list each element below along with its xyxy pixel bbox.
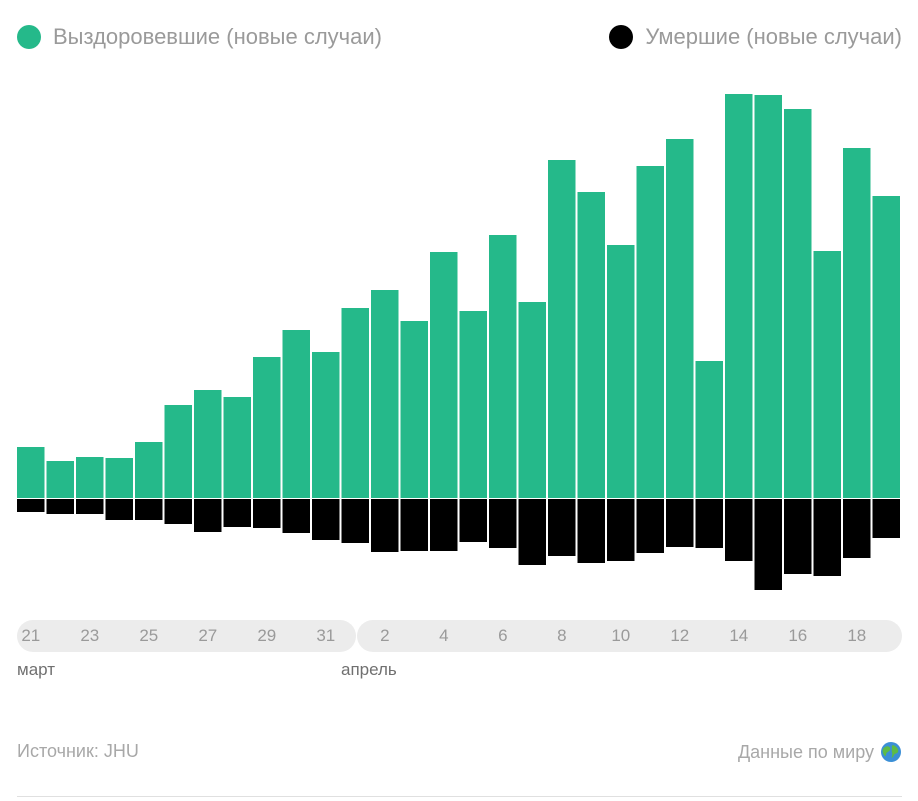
bar-recovered[interactable] <box>548 160 576 498</box>
bar-recovered[interactable] <box>813 251 842 498</box>
bar-recovered[interactable] <box>46 461 75 498</box>
world-data-link[interactable]: Данные по миру <box>738 741 902 763</box>
bar-recovered[interactable] <box>135 442 163 498</box>
bar-recovered[interactable] <box>872 196 901 498</box>
bar-chart <box>17 94 901 590</box>
bar-deaths[interactable] <box>430 499 458 551</box>
bar-deaths[interactable] <box>666 499 694 547</box>
bar-deaths[interactable] <box>607 499 635 561</box>
bar-deaths[interactable] <box>400 499 429 551</box>
x-tick-label: 31 <box>316 626 336 645</box>
bar-recovered[interactable] <box>666 139 694 498</box>
x-tick-label: 23 <box>80 626 100 645</box>
bar-recovered[interactable] <box>341 308 370 498</box>
bar-deaths[interactable] <box>194 499 222 532</box>
bar-deaths[interactable] <box>253 499 281 528</box>
x-tick-label: 29 <box>257 626 277 645</box>
bar-recovered[interactable] <box>400 321 429 498</box>
bar-deaths[interactable] <box>135 499 163 520</box>
x-axis-pill-april <box>357 620 902 652</box>
bar-deaths[interactable] <box>223 499 252 527</box>
x-tick-label: 6 <box>498 626 508 645</box>
bar-deaths[interactable] <box>371 499 399 552</box>
x-tick-label: 4 <box>439 626 449 645</box>
bar-deaths[interactable] <box>164 499 193 524</box>
bar-recovered[interactable] <box>76 457 104 498</box>
bar-deaths[interactable] <box>754 499 783 590</box>
bar-deaths[interactable] <box>17 499 45 512</box>
bar-recovered[interactable] <box>105 458 134 498</box>
source-label: Источник: JHU <box>17 741 139 761</box>
x-tick-label: 25 <box>139 626 159 645</box>
bar-recovered[interactable] <box>489 235 517 498</box>
bar-recovered[interactable] <box>17 447 45 498</box>
bar-recovered[interactable] <box>459 311 488 498</box>
bar-deaths[interactable] <box>459 499 488 542</box>
bar-recovered[interactable] <box>282 330 311 498</box>
recovered-dot-icon <box>17 25 41 49</box>
bar-deaths[interactable] <box>843 499 871 558</box>
x-tick-label: 2 <box>380 626 390 645</box>
globe-icon <box>881 742 901 762</box>
x-tick-label: 10 <box>611 626 631 645</box>
bar-deaths[interactable] <box>872 499 901 538</box>
bar-deaths[interactable] <box>695 499 724 548</box>
legend: Выздоровевшие (новые случаи) Умершие (но… <box>17 20 902 54</box>
bar-deaths[interactable] <box>282 499 311 533</box>
bar-deaths[interactable] <box>76 499 104 514</box>
bar-deaths[interactable] <box>725 499 753 561</box>
legend-deaths[interactable]: Умершие (новые случаи) <box>609 20 902 54</box>
legend-recovered-label: Выздоровевшие (новые случаи) <box>53 24 382 49</box>
bar-deaths[interactable] <box>813 499 842 576</box>
bar-recovered[interactable] <box>577 192 606 498</box>
bar-recovered[interactable] <box>784 109 812 498</box>
bar-recovered[interactable] <box>725 94 753 498</box>
bar-deaths[interactable] <box>489 499 517 548</box>
x-axis-pill-march <box>17 620 356 652</box>
bar-recovered[interactable] <box>223 397 252 498</box>
bar-deaths[interactable] <box>636 499 665 553</box>
bottom-divider <box>17 796 902 797</box>
bar-deaths[interactable] <box>518 499 547 565</box>
bar-deaths[interactable] <box>105 499 134 520</box>
bar-recovered[interactable] <box>430 252 458 498</box>
x-tick-label: 21 <box>21 626 41 645</box>
bar-recovered[interactable] <box>164 405 193 498</box>
x-tick-label: 12 <box>670 626 690 645</box>
bar-deaths[interactable] <box>341 499 370 543</box>
bar-deaths[interactable] <box>548 499 576 556</box>
legend-deaths-label: Умершие (новые случаи) <box>645 24 902 49</box>
bar-recovered[interactable] <box>607 245 635 498</box>
x-tick-label: 27 <box>198 626 218 645</box>
deaths-dot-icon <box>609 25 634 49</box>
x-tick-label: 8 <box>557 626 567 645</box>
legend-recovered[interactable]: Выздоровевшие (новые случаи) <box>17 20 382 54</box>
bar-recovered[interactable] <box>194 390 222 498</box>
month-label-march: март <box>17 660 56 679</box>
bar-deaths[interactable] <box>312 499 340 540</box>
x-axis: 21 23 25 27 29 31 2 4 6 8 10 12 14 16 18 <box>0 620 918 652</box>
world-data-label: Данные по миру <box>737 741 874 762</box>
x-tick-label: 16 <box>788 626 808 645</box>
bar-recovered[interactable] <box>371 290 399 498</box>
month-label-april: апрель <box>341 660 397 679</box>
bar-deaths[interactable] <box>577 499 606 563</box>
x-tick-label: 18 <box>847 626 867 645</box>
bar-recovered[interactable] <box>312 352 340 498</box>
x-tick-label: 14 <box>729 626 749 645</box>
bar-recovered[interactable] <box>253 357 281 498</box>
bar-deaths[interactable] <box>46 499 75 514</box>
bar-recovered[interactable] <box>518 302 547 498</box>
bar-recovered[interactable] <box>843 148 871 498</box>
bar-deaths[interactable] <box>784 499 812 574</box>
bar-recovered[interactable] <box>636 166 665 498</box>
bar-recovered[interactable] <box>754 95 783 498</box>
bar-recovered[interactable] <box>695 361 724 498</box>
